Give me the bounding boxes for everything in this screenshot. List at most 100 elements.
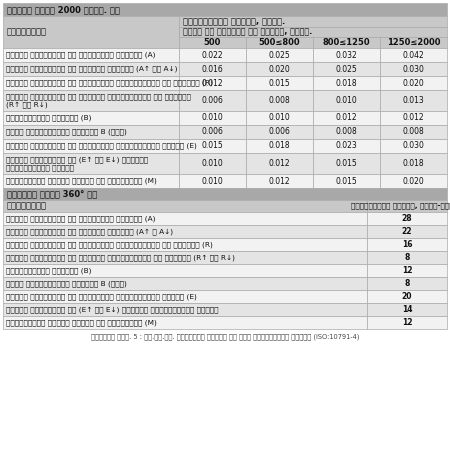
Text: 0.023: 0.023 — [336, 142, 357, 150]
Text: 0.006: 0.006 — [202, 96, 224, 105]
Text: 0.008: 0.008 — [269, 96, 290, 105]
Text: 0.020: 0.020 — [403, 177, 424, 186]
Text: 0.020: 0.020 — [269, 64, 290, 74]
Bar — [313, 76, 380, 90]
Bar — [3, 264, 367, 277]
Text: 0.025: 0.025 — [336, 64, 357, 74]
Text: 12: 12 — [402, 318, 412, 327]
Text: पैरामीटर: पैरामीटर — [7, 202, 47, 211]
Bar — [367, 225, 447, 238]
Bar — [367, 303, 447, 316]
Text: 0.012: 0.012 — [403, 114, 424, 123]
Bar — [3, 125, 179, 139]
Bar — [246, 125, 313, 139]
Bar — [246, 76, 313, 90]
Text: 0.016: 0.016 — [202, 64, 223, 74]
Bar — [246, 90, 313, 111]
Text: 0.018: 0.018 — [403, 159, 424, 168]
Bar — [313, 62, 380, 76]
Text: पद्धतिबद्ध विचलन: पद्धतिबद्ध विचलन — [6, 164, 74, 171]
Bar — [3, 153, 179, 174]
Bar — [380, 125, 447, 139]
Text: 8: 8 — [404, 253, 410, 262]
Bar — [3, 90, 179, 111]
Text: 0.010: 0.010 — [202, 159, 223, 168]
Text: 0.012: 0.012 — [269, 177, 290, 186]
Bar — [179, 48, 246, 62]
Bar — [313, 174, 380, 188]
Bar — [3, 225, 367, 238]
Text: स्थान निर्धारण की द्विदिशा पुनरावर्तन की क्षमता (R): स्थान निर्धारण की द्विदिशा पुनरावर्तन की… — [6, 241, 213, 248]
Bar — [3, 62, 179, 76]
Bar — [3, 303, 367, 316]
Text: स्थान निर्धारण का द्विदिशा पद्धतिबद्ध विचलन (E): स्थान निर्धारण का द्विदिशा पद्धतिबद्ध वि… — [6, 143, 197, 149]
Text: 0.010: 0.010 — [202, 177, 223, 186]
Text: 28: 28 — [402, 214, 412, 223]
Text: 0.008: 0.008 — [336, 128, 357, 137]
Bar — [380, 76, 447, 90]
Bar — [179, 76, 246, 90]
Text: 0.015: 0.015 — [269, 79, 290, 88]
Text: 16: 16 — [402, 240, 412, 249]
Text: मध्यबिंदु स्थान विचलन की व्याप्ति (M): मध्यबिंदु स्थान विचलन की व्याप्ति (M) — [6, 319, 157, 326]
Text: व्युत्क्रम त्रुटि (B): व्युत्क्रम त्रुटि (B) — [6, 267, 91, 274]
Bar — [3, 200, 367, 212]
Text: 0.030: 0.030 — [403, 64, 424, 74]
Bar — [313, 37, 380, 48]
Bar — [367, 238, 447, 251]
Text: स्वीकार्य मूल्य, आर्क-सेकंड: स्वीकार्य मूल्य, आर्क-सेकंड — [351, 202, 450, 209]
Text: 20: 20 — [402, 292, 412, 301]
Text: स्थान निर्धारण का द्विदिशा पद्धतिबद्ध विचलन (E): स्थान निर्धारण का द्विदिशा पद्धतिबद्ध वि… — [6, 293, 197, 300]
Bar — [246, 153, 313, 174]
Bar — [3, 316, 367, 329]
Bar — [380, 37, 447, 48]
Bar — [3, 16, 179, 48]
Bar — [367, 251, 447, 264]
Text: स्थान निर्धारण की एकदिशा अचूकता (A↑ व A↓): स्थान निर्धारण की एकदिशा अचूकता (A↑ व A↓… — [6, 228, 173, 235]
Bar — [3, 48, 179, 62]
Text: 0.006: 0.006 — [202, 128, 224, 137]
Bar — [380, 153, 447, 174]
Bar — [3, 277, 367, 290]
Text: स्थान निर्धारण की एकदिशा पुनरावर्तन की क्षमता: स्थान निर्धारण की एकदिशा पुनरावर्तन की क… — [6, 93, 191, 100]
Bar — [367, 277, 447, 290]
Text: 0.010: 0.010 — [269, 114, 290, 123]
Bar — [313, 139, 380, 153]
Bar — [380, 111, 447, 125]
Text: व्युत्क्रम त्रुटि (B): व्युत्क्रम त्रुटि (B) — [6, 115, 91, 121]
Text: 1250≤2000: 1250≤2000 — [387, 38, 440, 47]
Bar — [367, 200, 447, 212]
Bar — [179, 37, 246, 48]
Bar — [313, 111, 380, 125]
Bar — [179, 139, 246, 153]
Bar — [3, 238, 367, 251]
Bar — [313, 90, 380, 111]
Text: मध्य व्युत्क्रम त्रुटि B (औसत): मध्य व्युत्क्रम त्रुटि B (औसत) — [6, 128, 127, 135]
Text: स्थान निर्धारण की द्विदिशा अचूकता (A): स्थान निर्धारण की द्विदिशा अचूकता (A) — [6, 52, 156, 58]
Text: 0.012: 0.012 — [202, 79, 223, 88]
Text: 0.018: 0.018 — [269, 142, 290, 150]
Text: 0.032: 0.032 — [336, 50, 357, 59]
Bar — [246, 139, 313, 153]
Bar — [179, 111, 246, 125]
Bar — [313, 48, 380, 62]
Bar — [380, 90, 447, 111]
Text: मध्यबिंदु स्थान विचलन की व्याप्ति (M): मध्यबिंदु स्थान विचलन की व्याप्ति (M) — [6, 178, 157, 184]
Bar — [367, 212, 447, 225]
Text: 0.030: 0.030 — [403, 142, 424, 150]
Bar — [380, 174, 447, 188]
Bar — [3, 174, 179, 188]
Text: मध्य व्युत्क्रम त्रुटि B (औसत): मध्य व्युत्क्रम त्रुटि B (औसत) — [6, 280, 127, 287]
Bar — [367, 290, 447, 303]
Text: 0.020: 0.020 — [403, 79, 424, 88]
Text: स्थान निर्धारण का (E↑ और E↓) एकदिशा: स्थान निर्धारण का (E↑ और E↓) एकदिशा — [6, 156, 148, 163]
Text: 0.015: 0.015 — [202, 142, 223, 150]
Text: (R↑ और R↓): (R↑ और R↓) — [6, 101, 48, 108]
Text: स्थान निर्धारण की एकदिशा पुनरावर्तन की क्षमता (R↑ और R↓): स्थान निर्धारण की एकदिशा पुनरावर्तन की क… — [6, 254, 235, 261]
Text: स्थान निर्धारण की द्विदिशा अचूकता (A): स्थान निर्धारण की द्विदिशा अचूकता (A) — [6, 215, 156, 222]
Text: 0.022: 0.022 — [202, 50, 223, 59]
Bar — [179, 125, 246, 139]
Text: 0.012: 0.012 — [269, 159, 290, 168]
Text: 8: 8 — [404, 279, 410, 288]
Text: 0.010: 0.010 — [336, 96, 357, 105]
